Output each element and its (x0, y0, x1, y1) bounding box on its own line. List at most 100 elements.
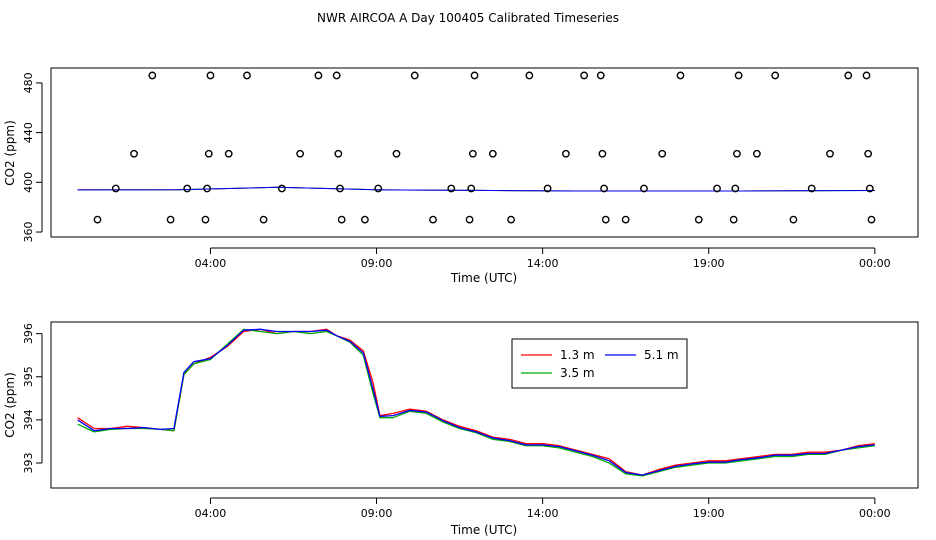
calibration-point (867, 215, 876, 224)
calibration-point (862, 71, 871, 80)
bottom-x-tick-label: 04:00 (195, 507, 227, 520)
bottom-x-tick-label: 19:00 (693, 507, 725, 520)
calibration-point (734, 71, 743, 80)
calibration-point (314, 71, 323, 80)
bottom-y-tick-label: 395 (22, 366, 35, 387)
profile-lines (77, 328, 875, 477)
top-x-tick-label: 19:00 (693, 257, 725, 270)
calibration-point (676, 71, 685, 80)
profile-timeseries-panel: 04:00 09:00 14:00 19:00 00:00 393 394 395 396 T… (3, 321, 919, 537)
top-y-tick-label: 360 (22, 222, 35, 243)
calibration-point (465, 215, 474, 224)
calibration-point (596, 71, 605, 80)
bottom-x-tick-label: 14:00 (527, 507, 559, 520)
calibration-point (203, 184, 212, 193)
calibration-point (468, 149, 477, 158)
calibration-point (332, 71, 341, 80)
calibration-point (361, 215, 369, 224)
top-x-tick-label: 04:00 (195, 257, 227, 270)
top-plot-frame (50, 67, 919, 238)
calibration-point (488, 149, 497, 158)
bottom-y-axis: 393 394 395 396 (22, 323, 43, 473)
top-x-tick-label: 09:00 (361, 257, 393, 270)
calibration-point (752, 149, 761, 158)
series-line-3-5-m (77, 328, 875, 477)
top-x-axis-title: Time (UTC) (450, 271, 517, 285)
calibration-point (201, 215, 210, 224)
calibration-point (429, 215, 437, 224)
calibration-point (694, 215, 703, 224)
calibration-point (507, 215, 515, 224)
calibration-point (865, 184, 874, 193)
calibration-point (206, 71, 215, 80)
calibration-point (640, 184, 648, 193)
bottom-x-tick-label: 09:00 (361, 507, 393, 520)
calibration-point (844, 71, 853, 80)
calibration-point (204, 149, 213, 158)
calibration-point (392, 149, 401, 158)
calibration-point (337, 215, 346, 224)
calibration-point (183, 184, 192, 193)
calibration-point (731, 184, 740, 193)
top-x-axis: 04:00 09:00 14:00 19:00 00:00 (195, 247, 891, 270)
calibration-point (224, 149, 233, 158)
calibration-points (93, 71, 876, 224)
bottom-x-axis: 04:00 09:00 14:00 19:00 00:00 (195, 497, 891, 520)
calibration-point (374, 184, 383, 193)
bottom-y-tick-label: 393 (22, 452, 35, 473)
calibration-point (148, 71, 157, 80)
legend-label-5-1m: 5.1 m (644, 348, 679, 362)
calibration-point (864, 149, 873, 158)
calibration-point (561, 149, 570, 158)
series-line-1-3-m (77, 328, 875, 476)
legend-label-3-5m: 3.5 m (560, 366, 595, 380)
top-y-tick-label: 480 (22, 72, 35, 93)
calibration-point (543, 184, 552, 193)
calibration-point (166, 215, 175, 224)
top-x-tick-label: 14:00 (527, 257, 559, 270)
calibration-point (334, 149, 343, 158)
top-y-axis-title: CO2 (ppm) (3, 120, 17, 186)
calibration-point (789, 215, 798, 224)
calibration-point (713, 184, 721, 193)
bottom-y-axis-title: CO2 (ppm) (3, 372, 17, 438)
legend: 1.3 m 3.5 m 5.1 m (511, 338, 688, 389)
calibration-point (807, 184, 816, 193)
calibration-point (296, 149, 305, 158)
top-y-tick-label: 440 (22, 122, 35, 143)
figure-title: NWR AIRCOA A Day 100405 Calibrated Times… (317, 11, 619, 25)
calibration-point (130, 149, 138, 158)
calibration-point (277, 184, 286, 193)
calibration-point (410, 71, 419, 80)
top-y-tick-label: 400 (22, 172, 35, 193)
series-line-5-1-m (77, 328, 875, 476)
calibration-point (600, 184, 608, 193)
legend-box (511, 338, 688, 389)
bottom-y-tick-label: 396 (22, 323, 35, 344)
calibration-point (826, 149, 834, 158)
calibration-point (111, 184, 120, 193)
bottom-y-tick-label: 394 (22, 409, 35, 430)
calibration-point (243, 71, 251, 80)
bottom-plot-frame (50, 321, 919, 489)
calibration-point (93, 215, 102, 224)
calibration-point (621, 215, 630, 224)
calibration-point (470, 71, 479, 80)
bottom-x-axis-title: Time (UTC) (450, 523, 517, 537)
calibration-point (447, 184, 456, 193)
calibration-point (601, 215, 610, 224)
legend-label-1-3m: 1.3 m (560, 348, 595, 362)
calibration-point (658, 149, 667, 158)
top-x-tick-label: 00:00 (859, 257, 891, 270)
calibration-point (525, 71, 534, 80)
calibration-point (580, 71, 589, 80)
calibration-point (467, 184, 476, 193)
calibration-scatter-panel: 04:00 09:00 14:00 19:00 00:00 360 400 440 480 T… (3, 67, 919, 285)
top-baseline-lines (77, 186, 875, 192)
calibration-point (259, 215, 268, 224)
calibration-point (598, 149, 607, 158)
calibration-point (336, 184, 344, 193)
calibration-point (771, 71, 780, 80)
calibration-point (729, 215, 738, 224)
